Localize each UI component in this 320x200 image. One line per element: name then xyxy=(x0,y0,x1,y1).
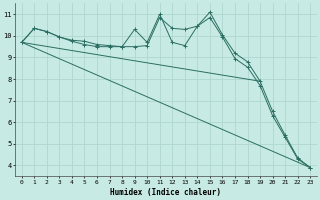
X-axis label: Humidex (Indice chaleur): Humidex (Indice chaleur) xyxy=(110,188,221,197)
